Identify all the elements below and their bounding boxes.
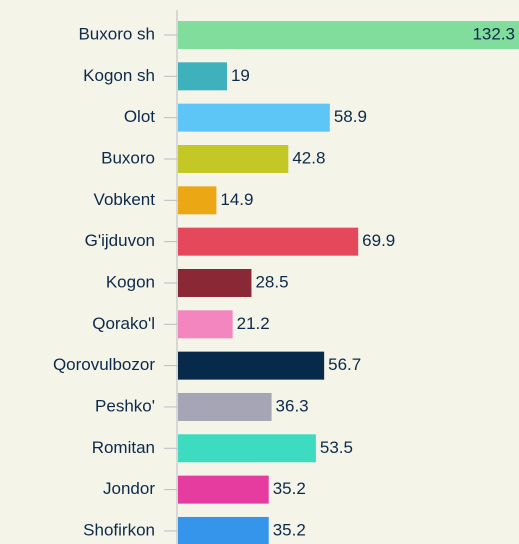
y-tick-label: Peshko' <box>95 396 155 415</box>
bar <box>178 21 519 49</box>
bar <box>178 227 359 256</box>
value-label: 56.7 <box>328 355 361 374</box>
y-tick-label: Olot <box>124 107 155 126</box>
value-label: 21.2 <box>237 314 270 333</box>
bar <box>178 310 233 339</box>
bar <box>178 103 330 132</box>
bar <box>178 186 217 215</box>
value-label: 42.8 <box>292 148 325 167</box>
y-tick-label: G'ijduvon <box>85 231 155 250</box>
bar <box>178 351 325 380</box>
value-label: 19 <box>231 66 250 85</box>
value-label: 53.5 <box>320 438 353 457</box>
y-tick-label: Kogon <box>106 272 155 291</box>
value-label: 69.9 <box>362 231 395 250</box>
y-tick-label: Buxoro <box>101 148 155 167</box>
value-label: 35.2 <box>273 479 306 498</box>
bar <box>178 516 269 544</box>
y-tick-label: Kogon sh <box>83 66 155 85</box>
y-tick-label: Vobkent <box>94 190 156 209</box>
value-label: 132.3 <box>472 24 515 43</box>
bar <box>178 475 269 504</box>
y-tick-label: Qorako'l <box>92 314 155 333</box>
value-label: 36.3 <box>276 396 309 415</box>
y-tick-label: Qorovulbozor <box>53 355 155 374</box>
bar <box>178 434 316 463</box>
value-label: 58.9 <box>334 107 367 126</box>
value-label: 28.5 <box>255 272 288 291</box>
y-tick-label: Romitan <box>92 438 155 457</box>
bar <box>178 62 227 91</box>
y-tick-label: Buxoro sh <box>78 24 155 43</box>
bar <box>178 392 272 421</box>
y-tick-label: Shofirkon <box>83 520 155 539</box>
value-label: 35.2 <box>273 520 306 539</box>
y-tick-label: Jondor <box>103 479 155 498</box>
bar <box>178 268 252 297</box>
value-label: 14.9 <box>220 190 253 209</box>
bar <box>178 144 289 173</box>
